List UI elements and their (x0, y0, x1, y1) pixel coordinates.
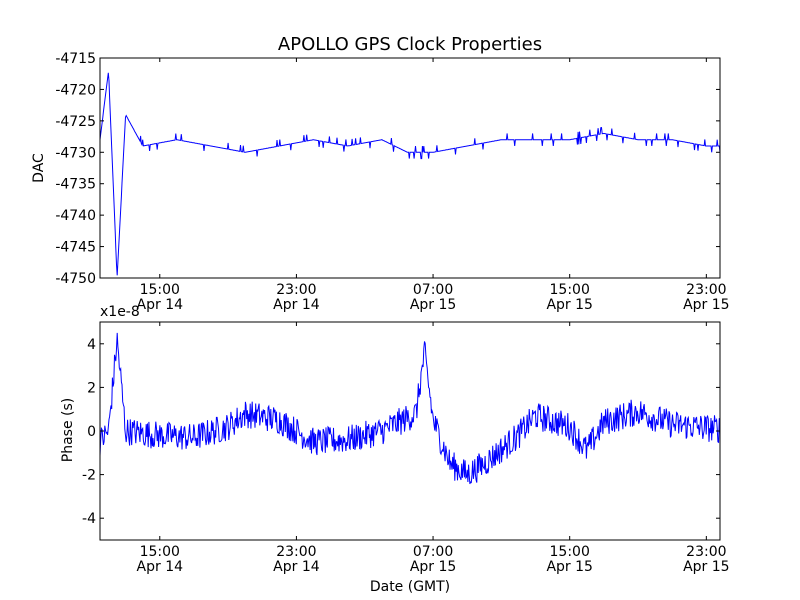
plot-frame (99, 57, 721, 279)
chart-title: APOLLO GPS Clock Properties (278, 34, 542, 55)
x-tick-label-time: 15:00 (140, 282, 180, 298)
x-tick-label-time: 07:00 (413, 544, 453, 560)
y-tick-label: -4735 (55, 177, 96, 193)
x-tick-label-time: 23:00 (276, 544, 316, 560)
x-tick-label-date: Apr 15 (410, 297, 456, 313)
y-tick-label: -4745 (55, 240, 96, 256)
y-tick-label: 4 (87, 337, 96, 353)
y-tick-label: -2 (82, 468, 96, 484)
dac-panel: -4750 -4745 -4740 -4735 -4730 -4725 -4720 -4715… (55, 51, 729, 313)
series-line-0 (99, 72, 721, 276)
x-tick-label-date: Apr 15 (683, 559, 729, 575)
x-tick-label-date: Apr 15 (683, 297, 729, 313)
y-tick-label: 2 (87, 380, 96, 396)
x-tick-label-date: Apr 15 (546, 297, 592, 313)
y-tick-label: -4715 (55, 51, 96, 67)
x-tick-label-date: Apr 15 (546, 559, 592, 575)
y-tick-label: -4725 (55, 114, 96, 130)
x-tick-label-date: Apr 14 (273, 559, 320, 575)
dac-axis-label: DAC (31, 153, 47, 183)
y-tick-label: -4750 (55, 271, 96, 287)
phase-axis-label: Phase (s) (60, 398, 76, 462)
x-tick-label-time: 15:00 (550, 544, 590, 560)
x-tick-label-time: 23:00 (276, 282, 316, 298)
y-tick-label: -4730 (55, 145, 96, 161)
x-tick-label-time: 15:00 (140, 544, 180, 560)
x-tick-label-date: Apr 14 (273, 297, 320, 313)
x-tick-label-time: 23:00 (686, 544, 726, 560)
x-tick-label-time: 07:00 (413, 282, 453, 298)
x-tick-label-date: Apr 15 (410, 559, 456, 575)
x-tick-label-time: 15:00 (550, 282, 590, 298)
y-tick-label: -4740 (55, 208, 96, 224)
series-line-0 (99, 332, 721, 485)
x-tick-label-date: Apr 14 (137, 559, 184, 575)
y-tick-label: 0 (87, 424, 96, 440)
phase-offset-label: x1e-8 (100, 304, 140, 320)
x-tick-label-date: Apr 14 (137, 297, 184, 313)
y-tick-label: -4720 (55, 82, 96, 98)
x-axis-label: Date (GMT) (370, 579, 450, 595)
y-tick-label: -4 (82, 511, 96, 527)
x-tick-label-time: 23:00 (686, 282, 726, 298)
